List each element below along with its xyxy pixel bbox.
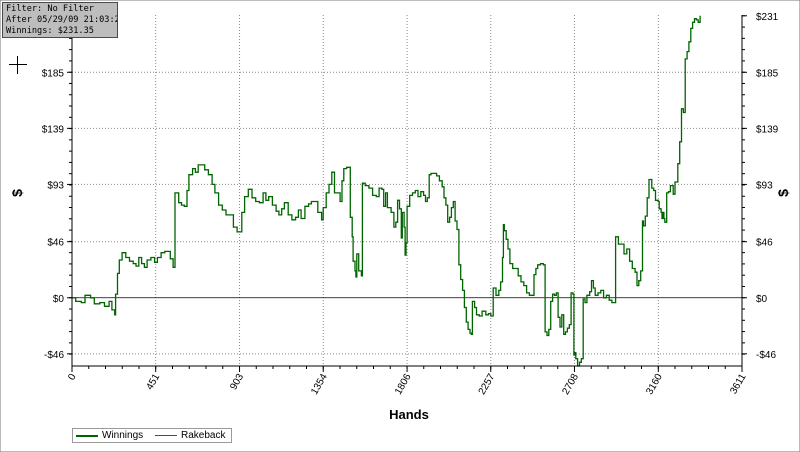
legend-label-winnings: Winnings xyxy=(102,430,144,441)
axes xyxy=(67,15,747,372)
legend-label-rakeback: Rakeback xyxy=(181,430,226,441)
y-tick-label-right: $231 xyxy=(756,12,779,23)
y-tick-label-left: -$46 xyxy=(44,350,64,361)
plot-area xyxy=(72,15,742,366)
series-group xyxy=(72,15,701,367)
y-tick-label-left: $139 xyxy=(42,124,65,135)
legend-swatch-rakeback xyxy=(155,435,177,436)
y-axis-title-right: $ xyxy=(775,189,791,197)
x-tick-label: 0 xyxy=(66,372,79,383)
legend-item-rakeback: Rakeback xyxy=(155,430,225,441)
grid xyxy=(72,15,742,366)
filter-info-box: Filter: No Filter After 05/29/09 21:03:2… xyxy=(2,2,118,38)
legend: Winnings Rakeback xyxy=(72,428,232,443)
series-line-winnings xyxy=(72,15,701,367)
y-tick-label-left: $185 xyxy=(42,68,65,79)
y-tick-label-left: $93 xyxy=(47,180,64,191)
y-tick-label-right: $139 xyxy=(756,124,779,135)
legend-swatch-winnings xyxy=(76,434,98,437)
y-tick-label-right: $0 xyxy=(756,294,768,305)
y-axis-title-left: $ xyxy=(9,189,25,197)
y-tick-label-left: $0 xyxy=(53,294,65,305)
winnings-total-label: Winnings: $231.35 xyxy=(6,26,94,36)
after-date-label: After 05/29/09 21:03:28 xyxy=(6,15,118,25)
y-tick-label-right: $93 xyxy=(756,180,773,191)
x-axis-title: Hands xyxy=(389,407,429,422)
y-tick-label-right: $185 xyxy=(756,68,779,79)
filter-label: Filter: No Filter xyxy=(6,4,94,14)
crosshair-cursor-icon xyxy=(9,56,27,74)
y-tick-label-left: $46 xyxy=(47,238,64,249)
legend-item-winnings: Winnings xyxy=(76,430,143,441)
y-tick-label-right: $46 xyxy=(756,238,773,249)
y-tick-label-right: -$46 xyxy=(756,350,776,361)
